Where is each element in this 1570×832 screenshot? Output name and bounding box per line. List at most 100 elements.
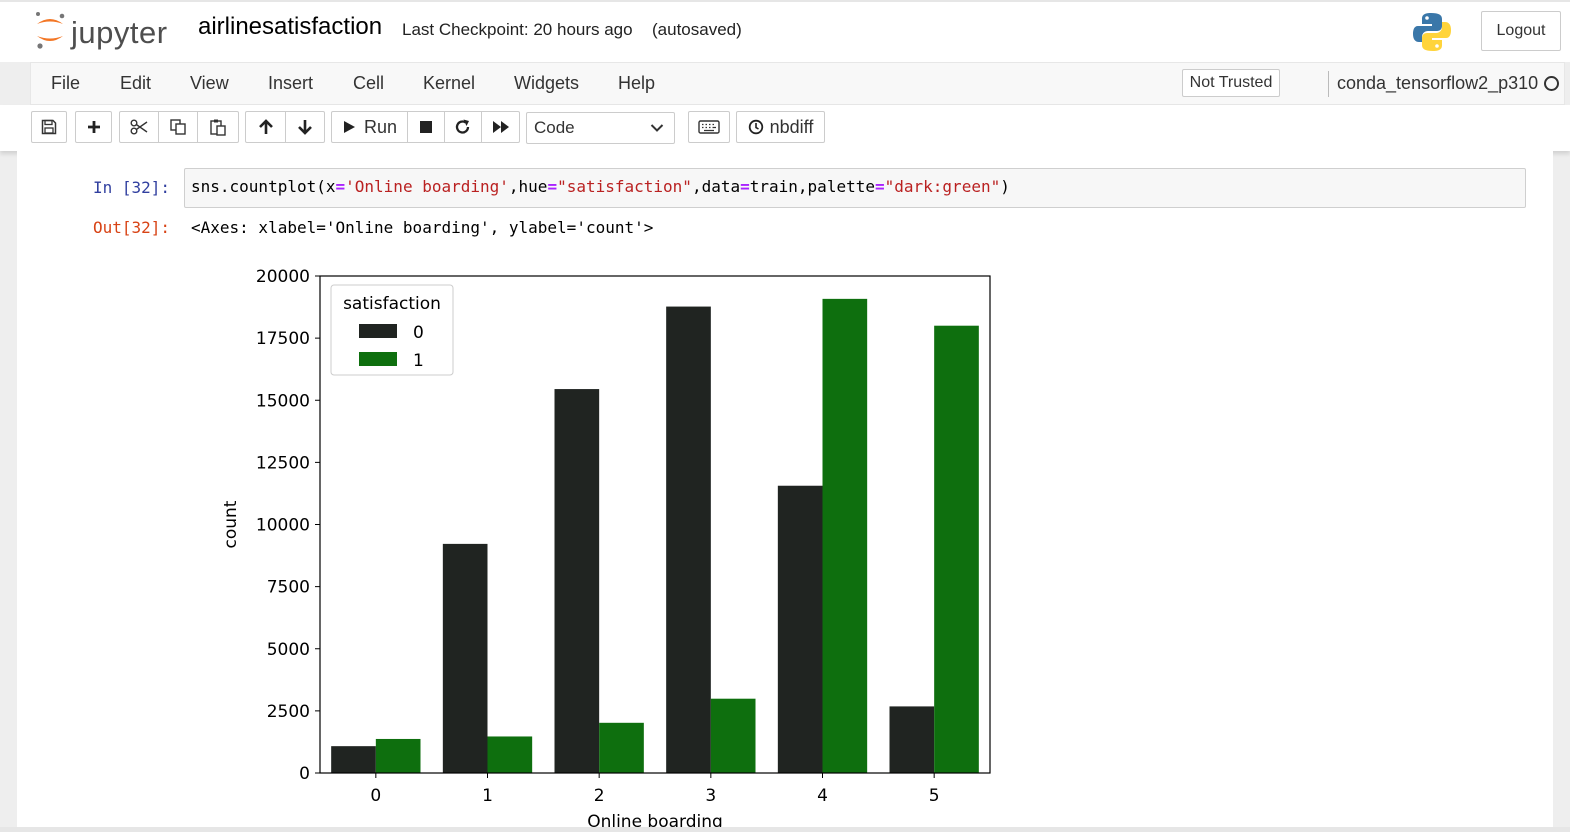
legend-swatch-0: [359, 324, 397, 338]
restart-button[interactable]: [444, 111, 482, 143]
jupyter-logo-text: jupyter: [71, 15, 168, 50]
code-operator: =: [547, 177, 558, 196]
bar-series-0-cat-4: [777, 485, 823, 773]
menu-view[interactable]: View: [190, 73, 229, 93]
x-tick-label: 0: [370, 786, 381, 806]
code-token: ,hue: [508, 177, 548, 196]
menu-bar: File Edit View Insert Cell Kernel Widget…: [30, 62, 1565, 105]
kernel-name[interactable]: conda_tensorflow2_p310: [1337, 73, 1539, 93]
menu-file[interactable]: File: [51, 73, 81, 93]
command-palette-button[interactable]: [688, 111, 730, 143]
bar-series-1-cat-1: [487, 736, 533, 773]
jupyter-logo[interactable]: jupyter: [33, 10, 183, 52]
stop-icon: [420, 121, 432, 133]
menu-widgets[interactable]: Widgets: [514, 73, 580, 93]
input-prompt: In [32]:: [93, 178, 171, 197]
legend-title: satisfaction: [343, 294, 441, 314]
save-icon: [41, 119, 57, 135]
x-tick-label: 5: [929, 786, 940, 806]
save-button[interactable]: [31, 111, 67, 143]
menu-insert[interactable]: Insert: [268, 73, 314, 93]
x-axis-label: Online boarding: [587, 812, 723, 827]
code-token: ): [1000, 177, 1010, 196]
kernel-idle-icon: [1544, 76, 1559, 91]
x-tick-label: 4: [817, 786, 828, 806]
main-toolbar: Run Code nbdiff: [0, 105, 1570, 151]
countplot-chart: 0 2500 5000 7500 10000 12500 15000 17500 20000 0 1…: [221, 267, 991, 827]
cut-icon: [130, 119, 148, 135]
code-operator: =: [740, 177, 750, 196]
bar-series-1-cat-0: [375, 738, 421, 773]
x-tick-label: 2: [594, 786, 605, 806]
python-logo-icon: [1413, 13, 1451, 51]
move-up-button[interactable]: [245, 111, 286, 143]
insert-cell-button[interactable]: [75, 111, 112, 143]
bar-series-0-cat-5: [889, 706, 935, 773]
fast-forward-icon: [492, 121, 509, 133]
bar-series-1-cat-5: [934, 325, 979, 773]
menu-kernel[interactable]: Kernel: [423, 73, 476, 93]
x-tick-label: 1: [482, 786, 493, 806]
restart-run-all-button[interactable]: [481, 111, 520, 143]
bar-series-1-cat-2: [599, 722, 644, 773]
move-down-button[interactable]: [285, 111, 325, 143]
arrow-down-icon: [298, 120, 312, 135]
code-string: "dark:green": [884, 177, 1001, 196]
restart-icon: [455, 119, 470, 134]
plus-icon: [87, 121, 100, 133]
notebook-name[interactable]: airlinesatisfaction: [198, 13, 383, 40]
jupyter-logo-icon: [36, 12, 65, 49]
code-string: "satisfaction": [557, 177, 692, 196]
y-tick-label: 17500: [256, 329, 310, 349]
y-tick-label: 12500: [256, 453, 310, 473]
page-bottom-border: [0, 827, 1570, 832]
bar-series-1-cat-4: [822, 298, 868, 773]
copy-icon: [170, 119, 186, 135]
code-editor[interactable]: sns.countplot(x='Online boarding',hue="s…: [184, 168, 1526, 208]
y-tick-label: 7500: [267, 578, 310, 598]
logout-button[interactable]: Logout: [1481, 11, 1561, 51]
notebook-container: In [32]: sns.countplot(x='Online boardin…: [17, 151, 1553, 827]
menu-edit[interactable]: Edit: [120, 73, 152, 93]
y-tick-label: 15000: [256, 391, 310, 411]
run-button[interactable]: Run: [331, 111, 408, 143]
y-tick-label: 10000: [256, 516, 310, 536]
legend-label-1: 1: [413, 351, 424, 371]
bar-series-1-cat-3: [710, 698, 756, 773]
chevron-down-icon: [650, 124, 664, 132]
y-tick-label: 5000: [267, 640, 310, 660]
y-tick-label: 2500: [267, 702, 310, 722]
interrupt-button[interactable]: [407, 111, 445, 143]
autosave-status: (autosaved): [652, 20, 742, 39]
clock-icon: [748, 119, 763, 135]
arrow-up-icon: [258, 119, 273, 134]
trust-indicator[interactable]: Not Trusted: [1182, 69, 1280, 97]
bar-series-0-cat-2: [554, 389, 600, 773]
paste-icon: [210, 119, 226, 136]
bar-series-0-cat-3: [666, 306, 711, 773]
cut-button[interactable]: [119, 111, 159, 143]
code-operator: =: [874, 177, 885, 196]
code-token: sns.countplot(x: [191, 177, 336, 196]
y-tick-label: 20000: [256, 267, 310, 287]
output-text: <Axes: xlabel='Online boarding', ylabel=…: [191, 218, 654, 237]
menu-help[interactable]: Help: [618, 73, 656, 93]
code-operator: =: [335, 177, 346, 196]
nbdiff-label: nbdiff: [769, 116, 814, 137]
notebook-header: jupyter airlinesatisfaction Last Checkpo…: [0, 0, 1570, 62]
code-string: 'Online boarding': [345, 177, 509, 196]
output-prompt: Out[32]:: [93, 218, 171, 237]
y-tick-label: 0: [299, 764, 310, 784]
cell-type-value: Code: [534, 118, 575, 137]
paste-button[interactable]: [197, 111, 239, 143]
cell-type-select[interactable]: Code: [526, 112, 675, 144]
menu-cell[interactable]: Cell: [353, 73, 385, 93]
kernel-divider: [1328, 71, 1329, 97]
run-icon: [343, 121, 355, 133]
copy-button[interactable]: [158, 111, 198, 143]
code-token: train,palette: [749, 177, 875, 196]
run-button-label: Run: [363, 116, 398, 137]
legend-swatch-1: [359, 352, 397, 366]
keyboard-icon: [698, 120, 720, 134]
nbdiff-button[interactable]: nbdiff: [736, 111, 825, 143]
